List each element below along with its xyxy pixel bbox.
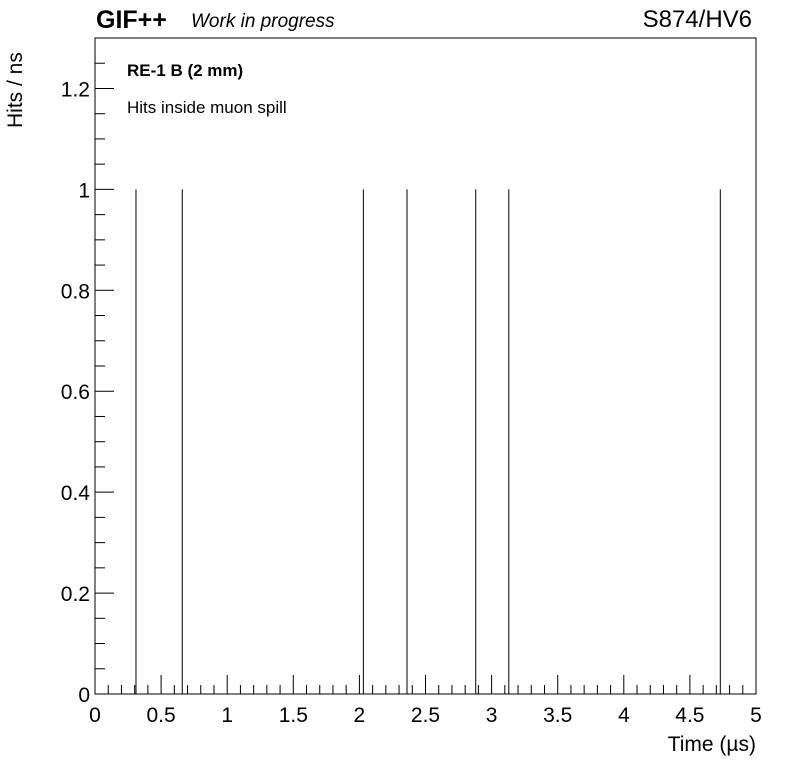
x-tick-label: 4: [618, 704, 630, 727]
x-tick-label: 2.5: [411, 704, 440, 727]
x-tick-label: 2: [354, 704, 366, 727]
y-tick-label: 1.2: [61, 78, 90, 101]
y-tick-label: 1: [78, 179, 90, 202]
y-tick-label: 0: [78, 684, 90, 707]
x-tick-label: 5: [750, 704, 762, 727]
plot-frame: [94, 37, 757, 695]
y-tick-label: 0.4: [61, 482, 91, 505]
x-tick-label: 0.5: [146, 704, 175, 727]
experiment-label: GIF++: [96, 6, 167, 34]
run-label: S874/HV6: [642, 6, 752, 33]
y-tick-label: 0.2: [61, 583, 90, 606]
y-tick-label: 0.8: [61, 280, 90, 303]
status-label: Work in progress: [191, 11, 335, 32]
y-axis-label: Hits / ns: [4, 52, 27, 128]
x-tick-label: 3.5: [543, 704, 572, 727]
x-axis-label: Time (µs): [667, 733, 756, 756]
y-tick-label: 0.6: [61, 381, 90, 404]
x-tick-label: 0: [89, 704, 101, 727]
x-tick-label: 4.5: [675, 704, 704, 727]
x-tick-label: 1.5: [279, 704, 308, 727]
chamber-annotation: RE-1 B (2 mm): [127, 61, 244, 80]
spill-annotation: Hits inside muon spill: [127, 98, 287, 117]
x-tick-label: 3: [486, 704, 498, 727]
x-tick-label: 1: [221, 704, 233, 727]
